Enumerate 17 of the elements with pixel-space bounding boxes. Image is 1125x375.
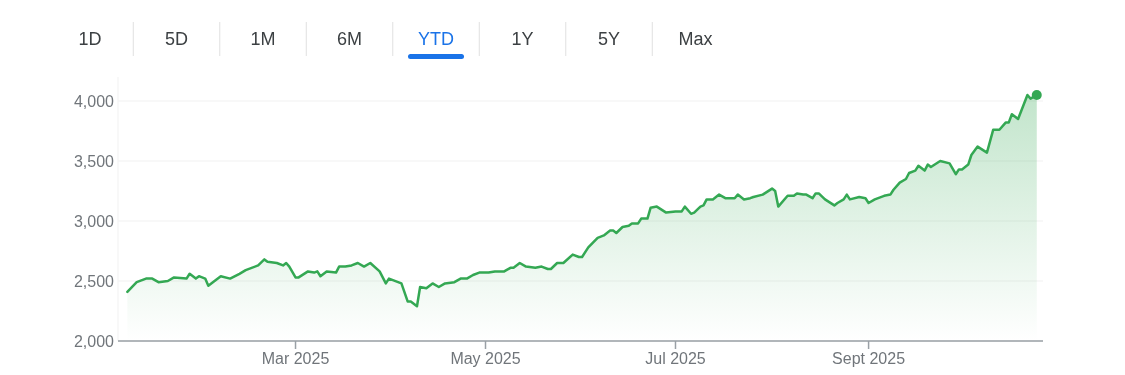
x-tick-label: May 2025: [450, 350, 521, 367]
text: 1Y: [511, 29, 534, 49]
x-tick-label: Sept 2025: [832, 350, 906, 367]
y-tick-label: 4,000: [73, 92, 115, 110]
text: 5D: [164, 29, 189, 49]
x-tick-label: Mar 2025: [261, 350, 330, 367]
text: Max: [678, 29, 713, 49]
y-tick-label: 2,500: [73, 272, 115, 290]
x-tick-label: Jul 2025: [645, 350, 706, 367]
text: 6M: [336, 29, 363, 49]
y-tick-label: 3,000: [73, 212, 115, 230]
text: 1M: [250, 29, 276, 49]
y-tick-label: 2,000: [73, 332, 115, 350]
y-tick-label: 3,500: [73, 152, 115, 170]
text: 5Y: [597, 29, 621, 49]
text: 1D: [78, 29, 102, 49]
text: YTD: [418, 29, 454, 49]
